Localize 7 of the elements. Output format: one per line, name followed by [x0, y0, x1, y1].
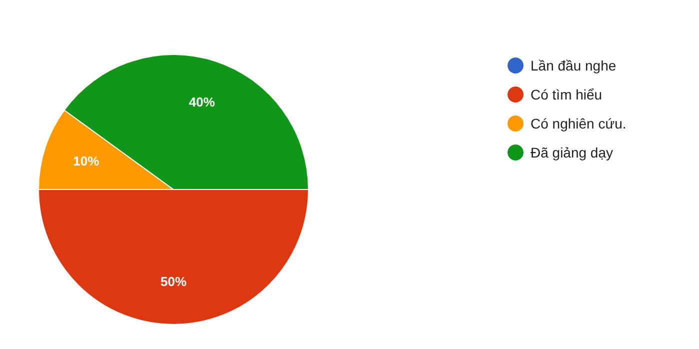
data-label: 50%	[160, 274, 187, 289]
legend-label: Lần đầu nghe	[530, 58, 616, 74]
data-label: 40%	[188, 94, 216, 110]
data-label: 10%	[73, 154, 100, 169]
legend-label: Có nghiên cứu.	[530, 116, 626, 132]
legend-label: Có tìm hiểu	[530, 86, 602, 102]
legend-label: Đã giảng dạy	[530, 144, 614, 160]
